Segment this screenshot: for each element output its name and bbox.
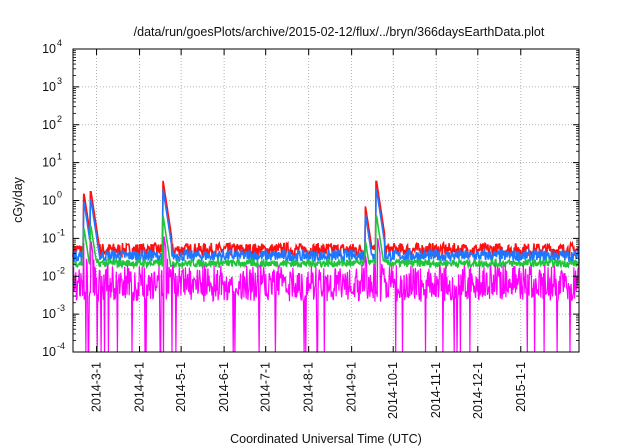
x-tick-label: 2014-4-1 — [133, 362, 147, 412]
x-tick-label: 2014-11-1 — [429, 362, 443, 418]
series-layer — [72, 180, 580, 353]
grid — [73, 49, 579, 352]
y-tick-label: 10 — [42, 42, 56, 56]
x-tick-label: 2014-10-1 — [386, 362, 400, 419]
y-tick-exponent: -3 — [57, 303, 65, 313]
series-line-1 — [72, 180, 580, 260]
y-tick-label: 10 — [42, 80, 56, 94]
x-axis: 2014-3-1 2014-4-1 2014-5-1 2014-6-1 2014-7-1… — [90, 49, 528, 419]
y-tick-exponent: 2 — [57, 114, 62, 124]
y-axis-label: cGy/day — [11, 176, 25, 223]
x-tick-label: 2014-12-1 — [471, 362, 485, 419]
y-tick-label: 10 — [42, 231, 56, 245]
chart-title: /data/run/goesPlots/archive/2015-02-12/f… — [134, 25, 545, 39]
y-tick-label: 10 — [42, 156, 56, 170]
y-tick-exponent: 0 — [57, 190, 62, 200]
y-tick-exponent: -1 — [57, 227, 65, 237]
series-line-4 — [72, 236, 580, 353]
x-tick-label: 2014-5-1 — [174, 362, 188, 412]
y-tick-exponent: -4 — [57, 341, 65, 351]
y-tick-label: 10 — [42, 194, 56, 208]
y-tick-exponent: 3 — [57, 76, 62, 86]
x-tick-label: 2014-9-1 — [345, 362, 359, 412]
y-tick-exponent: 4 — [57, 38, 62, 48]
x-tick-label: 2014-3-1 — [90, 362, 104, 412]
y-tick-label: 10 — [42, 307, 56, 321]
x-tick-label: 2015-1-1 — [514, 362, 528, 412]
series-line-2 — [72, 189, 580, 265]
y-tick-exponent: -2 — [57, 265, 65, 275]
y-tick-label: 10 — [42, 269, 56, 283]
x-tick-label: 2014-7-1 — [259, 362, 273, 412]
x-tick-label: 2014-6-1 — [217, 362, 231, 412]
y-tick-label: 10 — [42, 118, 56, 132]
y-tick-label: 10 — [42, 345, 56, 359]
x-tick-label: 2014-8-1 — [302, 362, 316, 412]
x-axis-label: Coordinated Universal Time (UTC) — [230, 432, 422, 446]
y-tick-exponent: 1 — [57, 152, 62, 162]
